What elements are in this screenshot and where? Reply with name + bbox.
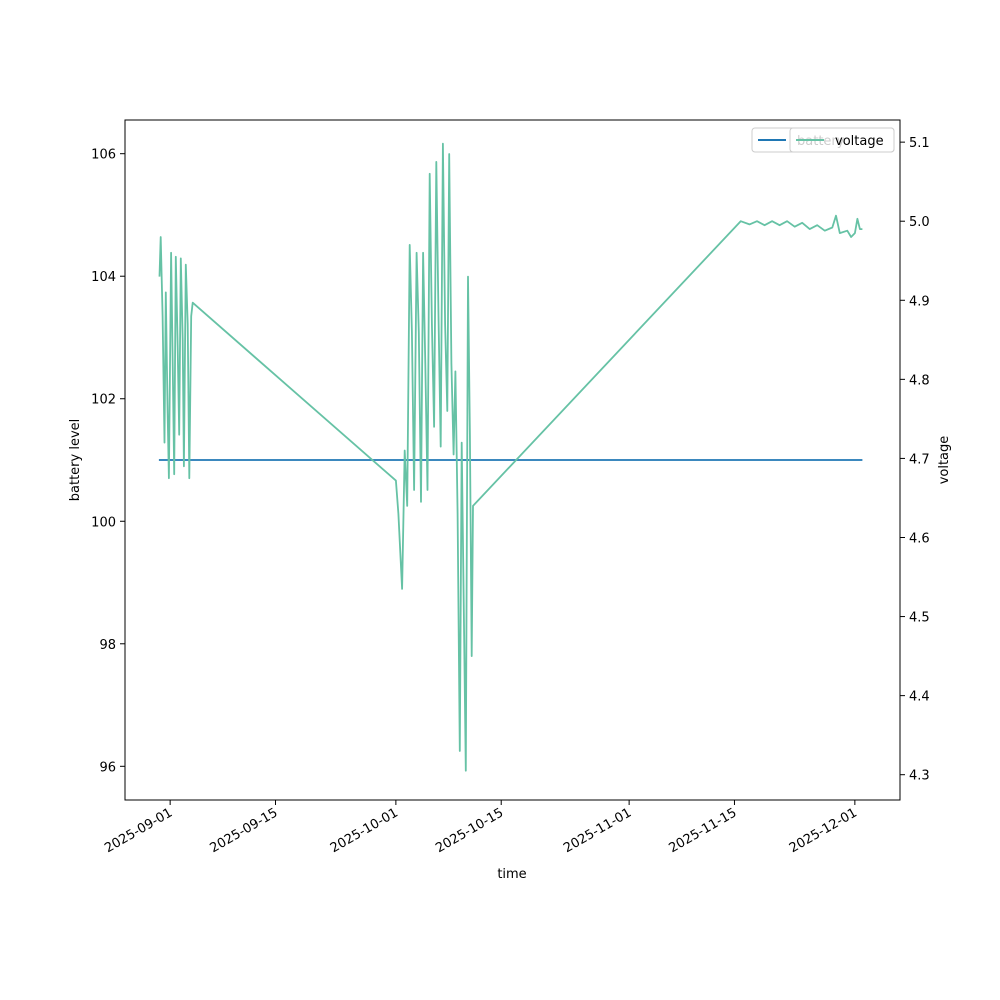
plot-frame [124,119,901,801]
y-left-axis: 96 98 100 102 104 106 [91,148,125,775]
series-line-voltage [158,142,863,772]
legend-right: voltage [789,127,895,153]
y-left-tick-label-5: 106 [91,148,116,163]
legend-right-box [789,127,895,153]
y-right-tick-label-1: 4.4 [909,690,930,705]
y-right-tick-label-3: 4.6 [909,531,930,546]
y-left-tick-label-0: 96 [99,760,116,775]
y-left-tick-label-3: 102 [91,393,116,408]
y-left-tick-label-4: 104 [91,270,116,285]
y-left-tick-label-2: 100 [91,515,116,530]
y-left-tick-label-1: 98 [99,638,116,653]
y-right-tick-label-2: 4.5 [909,611,930,626]
y-right-tick-label-6: 4.9 [909,294,930,309]
y-right-tick-label-8: 5.1 [909,136,930,151]
y-right-axis: 4.3 4.4 4.5 4.6 4.7 4.8 4.9 5.0 5.1 [900,136,930,784]
y-right-tick-label-0: 4.3 [909,769,930,784]
y-right-axis-label: voltage [937,436,952,485]
y-right-tick-label-4: 4.7 [909,452,930,467]
y-left-axis-label: battery level [68,419,83,502]
x-axis-label: time [497,867,526,882]
y-right-tick-label-7: 5.0 [909,215,930,230]
plot-lines [158,142,863,772]
y-right-tick-label-5: 4.8 [909,373,930,388]
legend-voltage-label: voltage [835,134,884,149]
